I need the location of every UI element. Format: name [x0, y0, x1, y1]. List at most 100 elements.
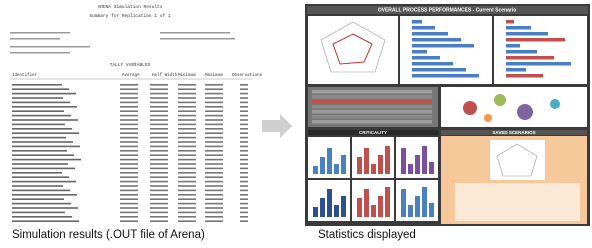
bar [506, 44, 520, 48]
bar [364, 148, 369, 174]
text-line [240, 194, 248, 196]
panel-title: SAVED SCENARIOS [492, 130, 535, 135]
text-line [120, 88, 138, 90]
text-line [120, 185, 138, 187]
text-line [150, 106, 168, 108]
text-line [160, 38, 235, 40]
text-line [120, 141, 138, 143]
bar [429, 162, 434, 174]
text-line [120, 181, 138, 183]
text-line [12, 168, 75, 170]
text-line [120, 172, 138, 174]
text-line [120, 176, 138, 178]
text-line [12, 212, 65, 214]
text-line [120, 154, 138, 156]
text-line [178, 203, 196, 205]
text-line [178, 198, 196, 200]
bar [334, 164, 339, 174]
bar [412, 56, 440, 60]
table [455, 183, 580, 221]
text-line [12, 216, 72, 218]
bar [408, 164, 413, 174]
text-line [240, 102, 248, 104]
text-line [120, 198, 138, 200]
text-line [120, 128, 138, 130]
text-line [178, 181, 196, 183]
text-line [150, 212, 168, 214]
text-line [178, 150, 196, 152]
text-line [12, 190, 70, 192]
bar [357, 157, 362, 174]
figure: ARENA Simulation Results Summary for Rep… [0, 0, 592, 248]
text-line [12, 198, 64, 200]
bar [401, 148, 406, 174]
text-line [178, 106, 196, 108]
text-line [178, 190, 196, 192]
text-line [205, 132, 223, 134]
doc-subtitle: Summary for Replication 1 of 1 [89, 13, 170, 19]
text-line [205, 124, 223, 126]
row [312, 120, 432, 124]
bar [506, 74, 543, 78]
text-line [178, 154, 196, 156]
text-line [150, 198, 168, 200]
text-line [240, 198, 248, 200]
text-line [240, 168, 248, 170]
text-line [205, 97, 223, 99]
text-line [205, 150, 223, 152]
text-line [240, 159, 248, 161]
text-line [12, 132, 79, 134]
text-line [240, 212, 248, 214]
text-line [120, 220, 138, 222]
text-line [12, 128, 72, 130]
text-line [178, 132, 196, 134]
bubble [463, 101, 477, 115]
text-line [178, 168, 196, 170]
bar [506, 32, 548, 36]
text-line [150, 207, 168, 209]
bar [412, 68, 466, 72]
text-line [240, 106, 248, 108]
text-line [12, 163, 68, 165]
radar-panel [308, 16, 398, 84]
text-line [178, 141, 196, 143]
text-line [150, 220, 168, 222]
text-line [12, 110, 64, 112]
text-line [150, 110, 168, 112]
bar [364, 189, 369, 217]
column-header: Maximum [205, 73, 223, 78]
text-line [205, 128, 223, 130]
text-line [178, 194, 196, 196]
text-line [120, 190, 138, 192]
text-line [205, 163, 223, 165]
text-line [240, 150, 248, 152]
text-line [150, 128, 168, 130]
text-line [178, 163, 196, 165]
text-line [240, 154, 248, 156]
text-line [240, 141, 248, 143]
text-line [150, 93, 168, 95]
text-line [205, 88, 223, 90]
bar [412, 44, 474, 48]
text-line [205, 194, 223, 196]
bar [327, 189, 332, 217]
text-line [205, 137, 223, 139]
text-line [12, 84, 62, 86]
text-line [120, 93, 138, 95]
text-line [120, 124, 138, 126]
column-header: Minimum [178, 73, 196, 78]
text-line [150, 132, 168, 134]
text-line [12, 102, 70, 104]
text-line [150, 163, 168, 165]
text-line [12, 176, 69, 178]
text-line [120, 163, 138, 165]
text-line [240, 84, 248, 86]
column-header: Identifier [12, 73, 38, 78]
text-line [12, 150, 67, 152]
text-line [12, 207, 78, 209]
bar [412, 50, 427, 54]
text-line [150, 141, 168, 143]
text-line [205, 176, 223, 178]
arrow [262, 114, 292, 138]
text-line [205, 146, 223, 148]
